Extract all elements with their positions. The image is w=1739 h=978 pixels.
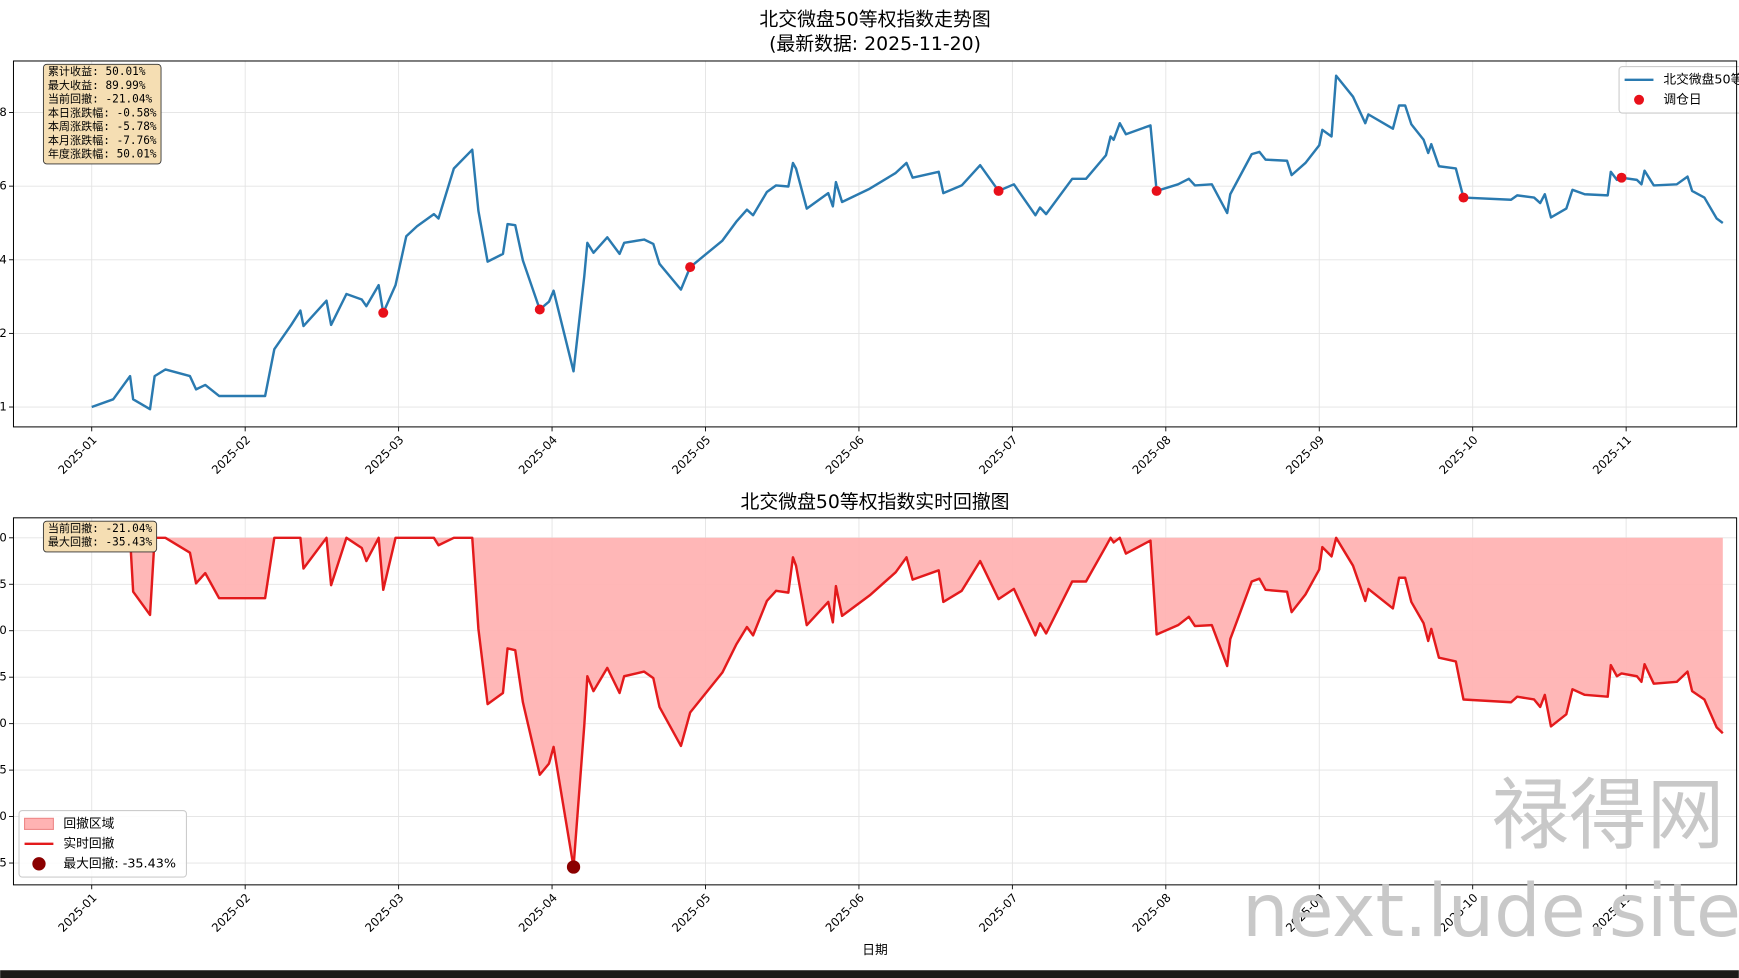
y-tick-label: -5: [0, 577, 7, 591]
stats-box-frame: [42, 63, 162, 165]
axes-frame: [12, 517, 1738, 886]
legend-box: [1618, 65, 1739, 114]
rebalance-marker: [1616, 172, 1627, 183]
y-tick-label: 1.2: [0, 326, 7, 340]
y-tick-label: 1.6: [0, 179, 7, 193]
legend-label: 回撤区域: [63, 815, 114, 831]
drawdown-line: [91, 536, 1724, 869]
watermark: next.lude.site: [1242, 869, 1739, 954]
y-tick-label: -25: [0, 763, 7, 777]
stats-line: 最大收益: 89.99%: [48, 78, 146, 92]
stats-line: 本月涨跌幅: -7.76%: [48, 133, 157, 147]
legend-label: 调仓日: [1663, 92, 1701, 107]
rebalance-marker: [993, 185, 1004, 196]
legend: 北交微盘50等权指数调仓日: [1618, 65, 1739, 114]
max-drawdown-point: [566, 860, 581, 874]
rebalance-marker: [378, 307, 389, 318]
legend-dot: [1634, 94, 1645, 105]
rebalance-marker: [1151, 185, 1162, 196]
rebalance-marker: [534, 304, 545, 315]
stats-line: 累计收益: 50.01%: [48, 64, 146, 78]
stats-box: 累计收益: 50.01%最大收益: 89.99%当前回撤: -21.04%本日涨…: [42, 63, 162, 165]
legend-patch: [24, 817, 54, 830]
legend-dot: [32, 857, 46, 871]
stats-line: 本日涨跌幅: -0.58%: [48, 105, 157, 119]
stats-line: 年度涨跌幅: 50.01%: [48, 147, 157, 161]
y-tick-label: -15: [0, 670, 7, 684]
chart-title: 北交微盘50等权指数实时回撤图: [741, 491, 1010, 513]
y-tick-label: -30: [0, 809, 7, 823]
chart-subtitle: (最新数据: 2025-11-20): [769, 33, 981, 55]
axes-frame: [12, 60, 1738, 428]
y-tick-label: -20: [0, 716, 7, 730]
rebalance-marker: [685, 262, 696, 273]
drawdown-area: [91, 537, 1723, 868]
watermark: 禄得网: [1492, 771, 1725, 861]
stats-box-frame: [42, 520, 158, 553]
y-tick-label: 0: [0, 530, 7, 544]
rebalance-marker: [1458, 192, 1469, 203]
bottom-strip: [0, 970, 1739, 978]
stats-line: 最大回撤: -35.43%: [48, 535, 153, 549]
stats-line: 当前回撤: -21.04%: [48, 521, 153, 535]
y-tick-label: -10: [0, 623, 7, 637]
x-axis-label: 日期: [862, 943, 888, 958]
y-tick-label: 1.4: [0, 252, 7, 266]
stats-line: 本周涨跌幅: -5.78%: [48, 119, 157, 133]
legend-box: [18, 810, 188, 878]
stats-line: 当前回撤: -21.04%: [48, 92, 153, 106]
stats-box: 当前回撤: -21.04%最大回撤: -35.43%: [42, 520, 158, 553]
y-tick-label: 1: [0, 400, 7, 414]
y-tick-label: 1.8: [0, 105, 7, 119]
y-tick-label: -35: [0, 856, 7, 870]
chart-title: 北交微盘50等权指数走势图: [759, 8, 990, 30]
legend-label: 实时回撤: [63, 835, 114, 851]
legend-label: 北交微盘50等权指数: [1663, 71, 1739, 87]
legend-label: 最大回撤: -35.43%: [63, 855, 176, 871]
